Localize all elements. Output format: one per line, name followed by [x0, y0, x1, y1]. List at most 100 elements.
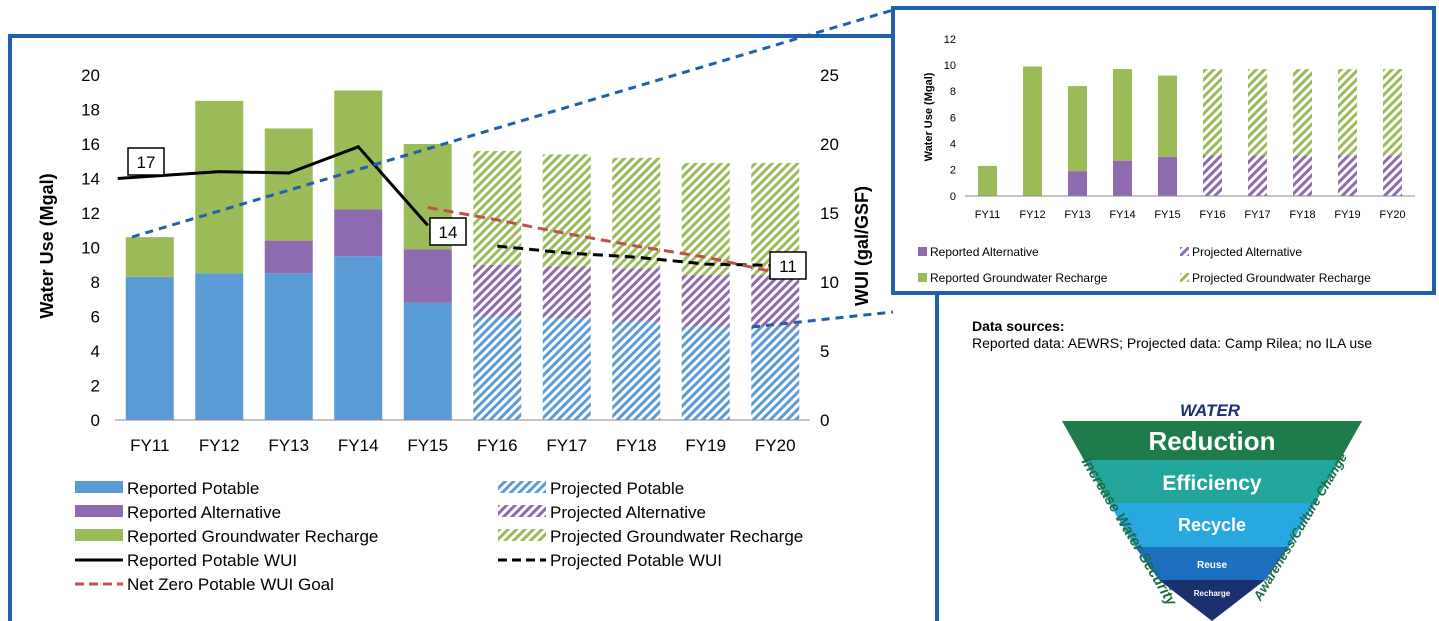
y2-tick-label: 15	[820, 204, 839, 223]
data-sources-heading: Data sources:	[972, 318, 1065, 334]
x-tick-label: FY16	[477, 436, 518, 455]
bar-reported-groundwater-recharge-fy13	[264, 128, 313, 241]
main-x-tick-labels: FY11 FY12 FY13 FY14 FY15 FY16 FY17 FY18 FY19 FY20	[130, 436, 796, 455]
legend-label: Projected Groundwater Recharge	[550, 527, 803, 546]
y2-tick-label: 20	[820, 135, 839, 154]
bar-projected-alternative-fy19	[681, 275, 730, 327]
y-tick-label: 10	[81, 238, 100, 257]
bar-projected-groundwater-recharge-fy20	[1383, 69, 1402, 156]
pyramid-title: WATER	[1180, 401, 1241, 420]
y-tick-label: 18	[81, 100, 100, 119]
x-tick-label: FY15	[407, 436, 448, 455]
bar-projected-groundwater-recharge-fy18	[612, 157, 661, 269]
x-tick-label: FY18	[1289, 209, 1315, 221]
pyramid-band-reduction	[1062, 421, 1362, 460]
bar-reported-alternative-fy14	[334, 209, 383, 257]
bar-reported-alternative-fy13	[264, 240, 313, 274]
x-tick-label: FY17	[546, 436, 587, 455]
data-sources-note: Data sources: Reported data: AEWRS; Proj…	[972, 318, 1392, 352]
bar-projected-potable-fy17	[542, 318, 591, 420]
bar-reported-groundwater-recharge-fy14	[334, 90, 383, 210]
main-chart-lines	[117, 145, 776, 274]
legend-label: Reported Potable WUI	[127, 551, 297, 570]
main-y-axis-label: Water Use (Mgal)	[37, 173, 57, 318]
callout-box	[127, 147, 165, 176]
y-tick-label: 8	[950, 86, 956, 98]
legend-swatch	[498, 529, 546, 541]
inset-y-tick-labels: 0 2 4 6 8 10 12	[944, 34, 956, 203]
legend-label: Projected Alternative	[1192, 245, 1302, 259]
main-chart-callouts: 17 14 11	[127, 147, 807, 280]
y-tick-label: 20	[81, 66, 100, 85]
legend-label: Reported Groundwater Recharge	[127, 527, 378, 546]
pyramid-band-reuse	[1135, 547, 1289, 580]
water-hierarchy-pyramid: WATER Reduction Efficiency Recycle Reuse…	[1062, 401, 1362, 621]
legend-swatch	[498, 481, 546, 493]
bar-projected-potable-fy16	[473, 316, 522, 420]
legend-swatch	[75, 505, 123, 517]
bar-reported-groundwater-recharge-fy12	[1023, 66, 1042, 196]
bar-reported-groundwater-recharge-fy11	[978, 165, 997, 196]
legend-item-reported-potable: Reported Potable	[75, 479, 259, 498]
bar-reported-potable-fy11	[125, 276, 174, 420]
pyramid-band-recycle	[1109, 503, 1315, 547]
legend-item-reported-potable-wui: Reported Potable WUI	[75, 551, 297, 570]
legend-item-reported-groundwater-recharge: Reported Groundwater Recharge	[75, 527, 378, 546]
bar-projected-alternative-fy16	[473, 264, 522, 317]
wui-callout-fy15: 14	[429, 217, 467, 246]
x-tick-label: FY11	[130, 436, 169, 455]
pyramid-band-recharge	[1159, 580, 1265, 621]
pyramid-band-efficiency	[1084, 460, 1340, 503]
zoom-connector-lines	[131, 8, 894, 329]
y-tick-label: 6	[950, 112, 956, 124]
pyramid-level-efficiency: Efficiency	[1162, 472, 1262, 495]
legend-swatch	[75, 481, 123, 493]
inset-y-axis-label: Water Use (Mgal)	[923, 72, 935, 161]
bar-projected-groundwater-recharge-fy16	[1203, 69, 1222, 156]
callout-box	[429, 217, 467, 246]
bar-projected-groundwater-recharge-fy17	[1248, 69, 1267, 156]
y-tick-label: 2	[91, 376, 100, 395]
bar-reported-groundwater-recharge-fy15	[1158, 75, 1177, 157]
bar-projected-alternative-fy20	[1383, 155, 1402, 196]
bar-reported-groundwater-recharge-fy14	[1113, 69, 1132, 161]
bar-projected-alternative-fy18	[1293, 155, 1312, 196]
pyramid-level-recharge: Recharge	[1194, 589, 1231, 598]
legend-item-projected-groundwater-recharge: Projected Groundwater Recharge	[498, 527, 803, 546]
callout-label: 11	[779, 257, 797, 276]
legend-item-reported-alternative: Reported Alternative	[75, 503, 281, 522]
zoom-line-top	[131, 8, 894, 239]
bar-projected-groundwater-recharge-fy19	[1338, 69, 1357, 156]
legend-label: Net Zero Potable WUI Goal	[127, 575, 334, 594]
y-tick-label: 2	[950, 165, 956, 177]
pyramid-level-reuse: Reuse	[1197, 560, 1227, 571]
legend-label: Projected Potable WUI	[550, 551, 722, 570]
main-y2-tick-labels: 0 5 10 15 20 25	[820, 66, 839, 430]
y-tick-label: 12	[944, 34, 956, 46]
callout-label: 14	[439, 223, 458, 242]
bar-reported-groundwater-recharge-fy12	[195, 100, 244, 274]
legend-swatch	[918, 273, 927, 282]
bar-reported-groundwater-recharge-fy11	[125, 237, 174, 277]
legend-label: Projected Alternative	[550, 503, 706, 522]
legend-label: Projected Groundwater Recharge	[1192, 271, 1371, 285]
main-y2-axis-label: WUI (gal/GSF)	[852, 186, 872, 306]
x-tick-label: FY13	[1064, 209, 1090, 221]
y-tick-label: 8	[91, 273, 100, 292]
callout-box	[769, 251, 807, 280]
bar-reported-potable-fy13	[264, 273, 313, 420]
bar-projected-groundwater-recharge-fy19	[681, 162, 730, 276]
bar-projected-alternative-fy17	[1248, 155, 1267, 196]
x-tick-label: FY13	[268, 436, 309, 455]
pyramid-level-reduction: Reduction	[1148, 426, 1275, 456]
bar-reported-alternative-fy13	[1068, 171, 1087, 196]
bar-reported-potable-fy15	[403, 302, 452, 420]
bar-projected-alternative-fy20	[751, 275, 800, 327]
x-tick-label: FY16	[1199, 209, 1225, 221]
y-tick-label: 4	[950, 139, 956, 151]
legend-item-net-zero-potable-wui-goal: Net Zero Potable WUI Goal	[75, 575, 334, 594]
y-tick-label: 16	[81, 135, 100, 154]
legend-label: Reported Alternative	[127, 503, 281, 522]
y2-tick-label: 25	[820, 66, 839, 85]
